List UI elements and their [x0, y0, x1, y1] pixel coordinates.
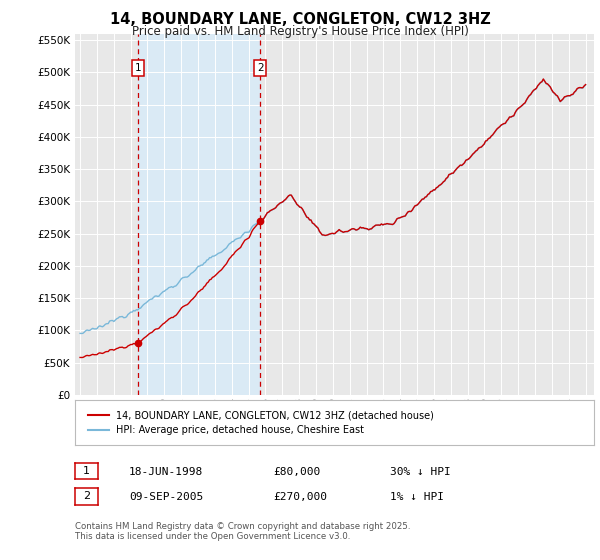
Text: 14, BOUNDARY LANE, CONGLETON, CW12 3HZ: 14, BOUNDARY LANE, CONGLETON, CW12 3HZ	[110, 12, 490, 27]
Text: 1% ↓ HPI: 1% ↓ HPI	[390, 492, 444, 502]
Text: 18-JUN-1998: 18-JUN-1998	[129, 466, 203, 477]
Text: Price paid vs. HM Land Registry's House Price Index (HPI): Price paid vs. HM Land Registry's House …	[131, 25, 469, 38]
Text: 2: 2	[83, 491, 90, 501]
Text: 1: 1	[135, 63, 142, 73]
Text: £270,000: £270,000	[273, 492, 327, 502]
Text: Contains HM Land Registry data © Crown copyright and database right 2025.
This d: Contains HM Land Registry data © Crown c…	[75, 522, 410, 542]
Text: 1: 1	[83, 466, 90, 476]
Text: £80,000: £80,000	[273, 466, 320, 477]
Bar	[139, 34, 260, 395]
Text: 09-SEP-2005: 09-SEP-2005	[129, 492, 203, 502]
Text: 30% ↓ HPI: 30% ↓ HPI	[390, 466, 451, 477]
Legend: 14, BOUNDARY LANE, CONGLETON, CW12 3HZ (detached house), HPI: Average price, det: 14, BOUNDARY LANE, CONGLETON, CW12 3HZ (…	[85, 407, 437, 438]
Text: 2: 2	[257, 63, 263, 73]
